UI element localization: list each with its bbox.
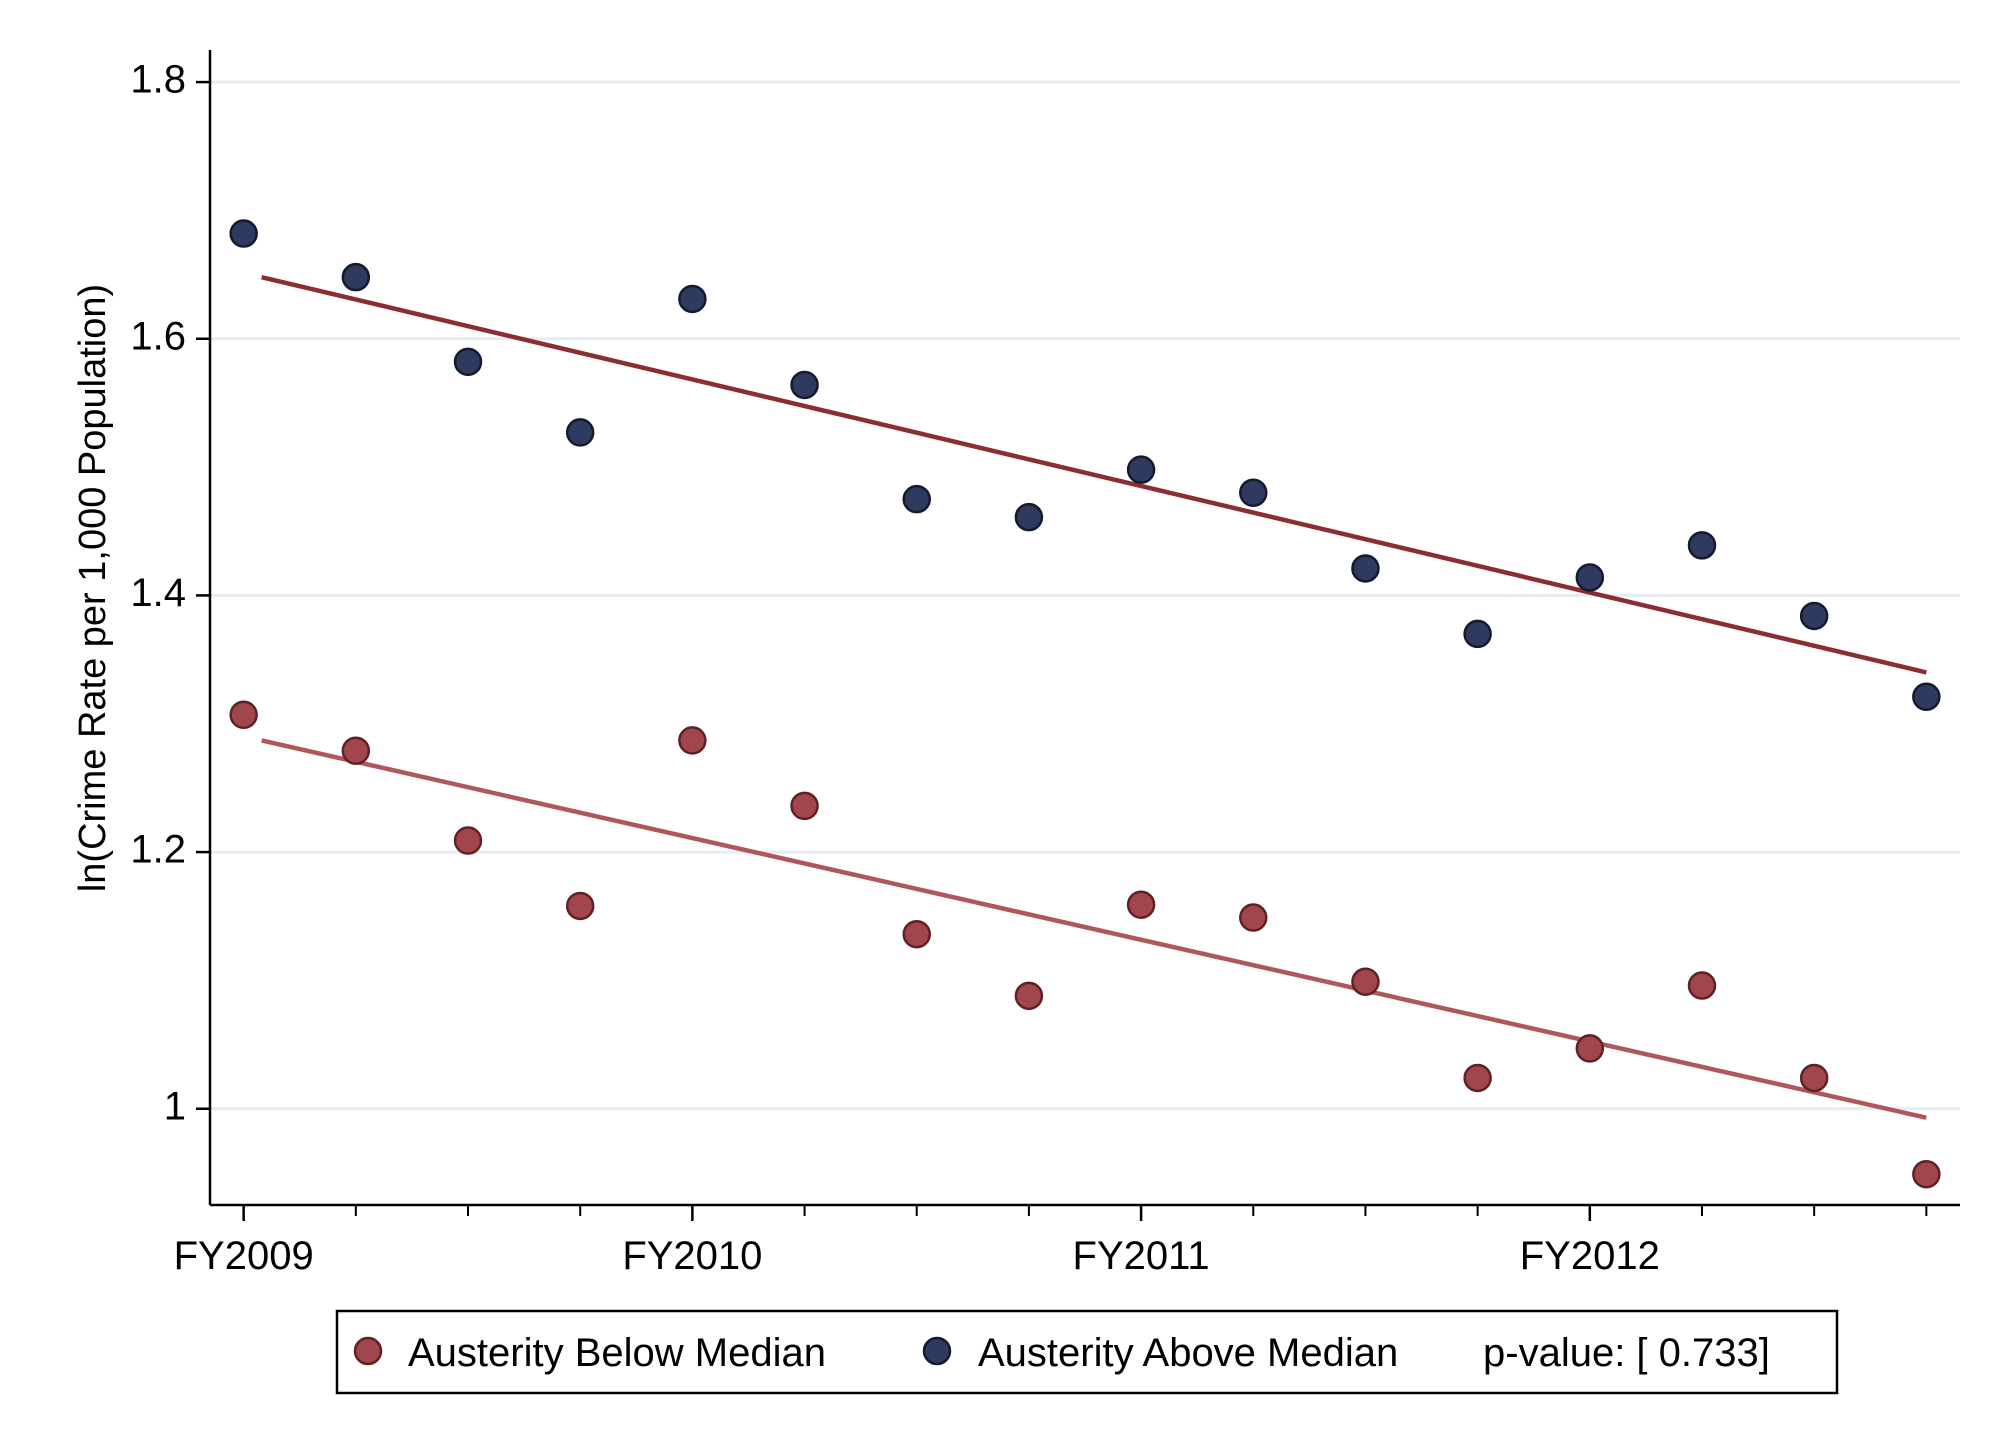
point-below-4 xyxy=(678,726,707,755)
point-above-0 xyxy=(229,219,258,248)
axes: 1 1.2 1.4 1.6 1.8 FY2009 FY2010 FY2011 FY2012 xyxy=(130,50,1960,1278)
point-below-14 xyxy=(1799,1063,1829,1093)
point-below-0 xyxy=(229,700,258,730)
point-below-5 xyxy=(790,791,819,821)
point-above-11 xyxy=(1463,619,1492,649)
point-below-6 xyxy=(902,919,931,949)
point-above-13 xyxy=(1687,531,1717,560)
point-below-9 xyxy=(1239,903,1268,932)
x-tick-label-2: FY2011 xyxy=(1073,1234,1210,1278)
y-tick-label-4: 1.8 xyxy=(130,58,186,102)
point-below-7 xyxy=(1014,981,1044,1011)
fit-line-below xyxy=(261,738,1927,1120)
y-tick-label-3: 1.6 xyxy=(130,314,186,358)
y-tick-label-2: 1.4 xyxy=(130,571,186,615)
legend-marker-above xyxy=(922,1336,952,1366)
legend: Austerity Below Median Austerity Above M… xyxy=(335,1309,1839,1395)
point-above-12 xyxy=(1575,563,1605,592)
point-above-2 xyxy=(453,347,483,377)
point-below-12 xyxy=(1575,1034,1605,1063)
point-above-5 xyxy=(790,370,819,400)
y-tick-label-0: 1 xyxy=(164,1084,186,1128)
legend-label-above: Austerity Above Median xyxy=(978,1331,1398,1375)
gridlines xyxy=(210,80,1960,1111)
point-below-3 xyxy=(565,891,595,921)
data-points xyxy=(229,219,1941,1189)
y-axis-title: ln(Crime Rate per 1,000 Population) xyxy=(72,284,114,892)
legend-marker-below xyxy=(353,1336,383,1366)
point-above-10 xyxy=(1351,554,1380,583)
x-tick-label-1: FY2010 xyxy=(622,1234,762,1278)
x-tick-label-0: FY2009 xyxy=(174,1234,314,1278)
point-below-11 xyxy=(1463,1063,1492,1093)
legend-label-below: Austerity Below Median xyxy=(408,1331,826,1375)
legend-p-value: p-value: [ 0.733] xyxy=(1483,1331,1770,1375)
point-above-1 xyxy=(341,262,371,292)
point-below-10 xyxy=(1351,967,1380,996)
point-above-9 xyxy=(1239,478,1268,507)
point-above-3 xyxy=(565,418,595,447)
x-tick-label-3: FY2012 xyxy=(1520,1234,1660,1278)
fit-lines xyxy=(261,274,1927,1120)
fit-line-above xyxy=(261,274,1927,675)
point-below-13 xyxy=(1687,971,1717,1000)
point-above-6 xyxy=(902,484,931,514)
point-above-15 xyxy=(1912,682,1941,712)
point-below-8 xyxy=(1126,890,1156,919)
point-above-14 xyxy=(1799,601,1829,631)
point-above-7 xyxy=(1014,502,1044,532)
point-below-15 xyxy=(1912,1159,1941,1189)
point-above-8 xyxy=(1126,455,1156,484)
point-below-2 xyxy=(453,826,483,855)
point-above-4 xyxy=(678,284,707,314)
point-below-1 xyxy=(341,736,371,765)
y-tick-label-1: 1.2 xyxy=(130,828,186,872)
legend-box xyxy=(335,1309,1839,1395)
